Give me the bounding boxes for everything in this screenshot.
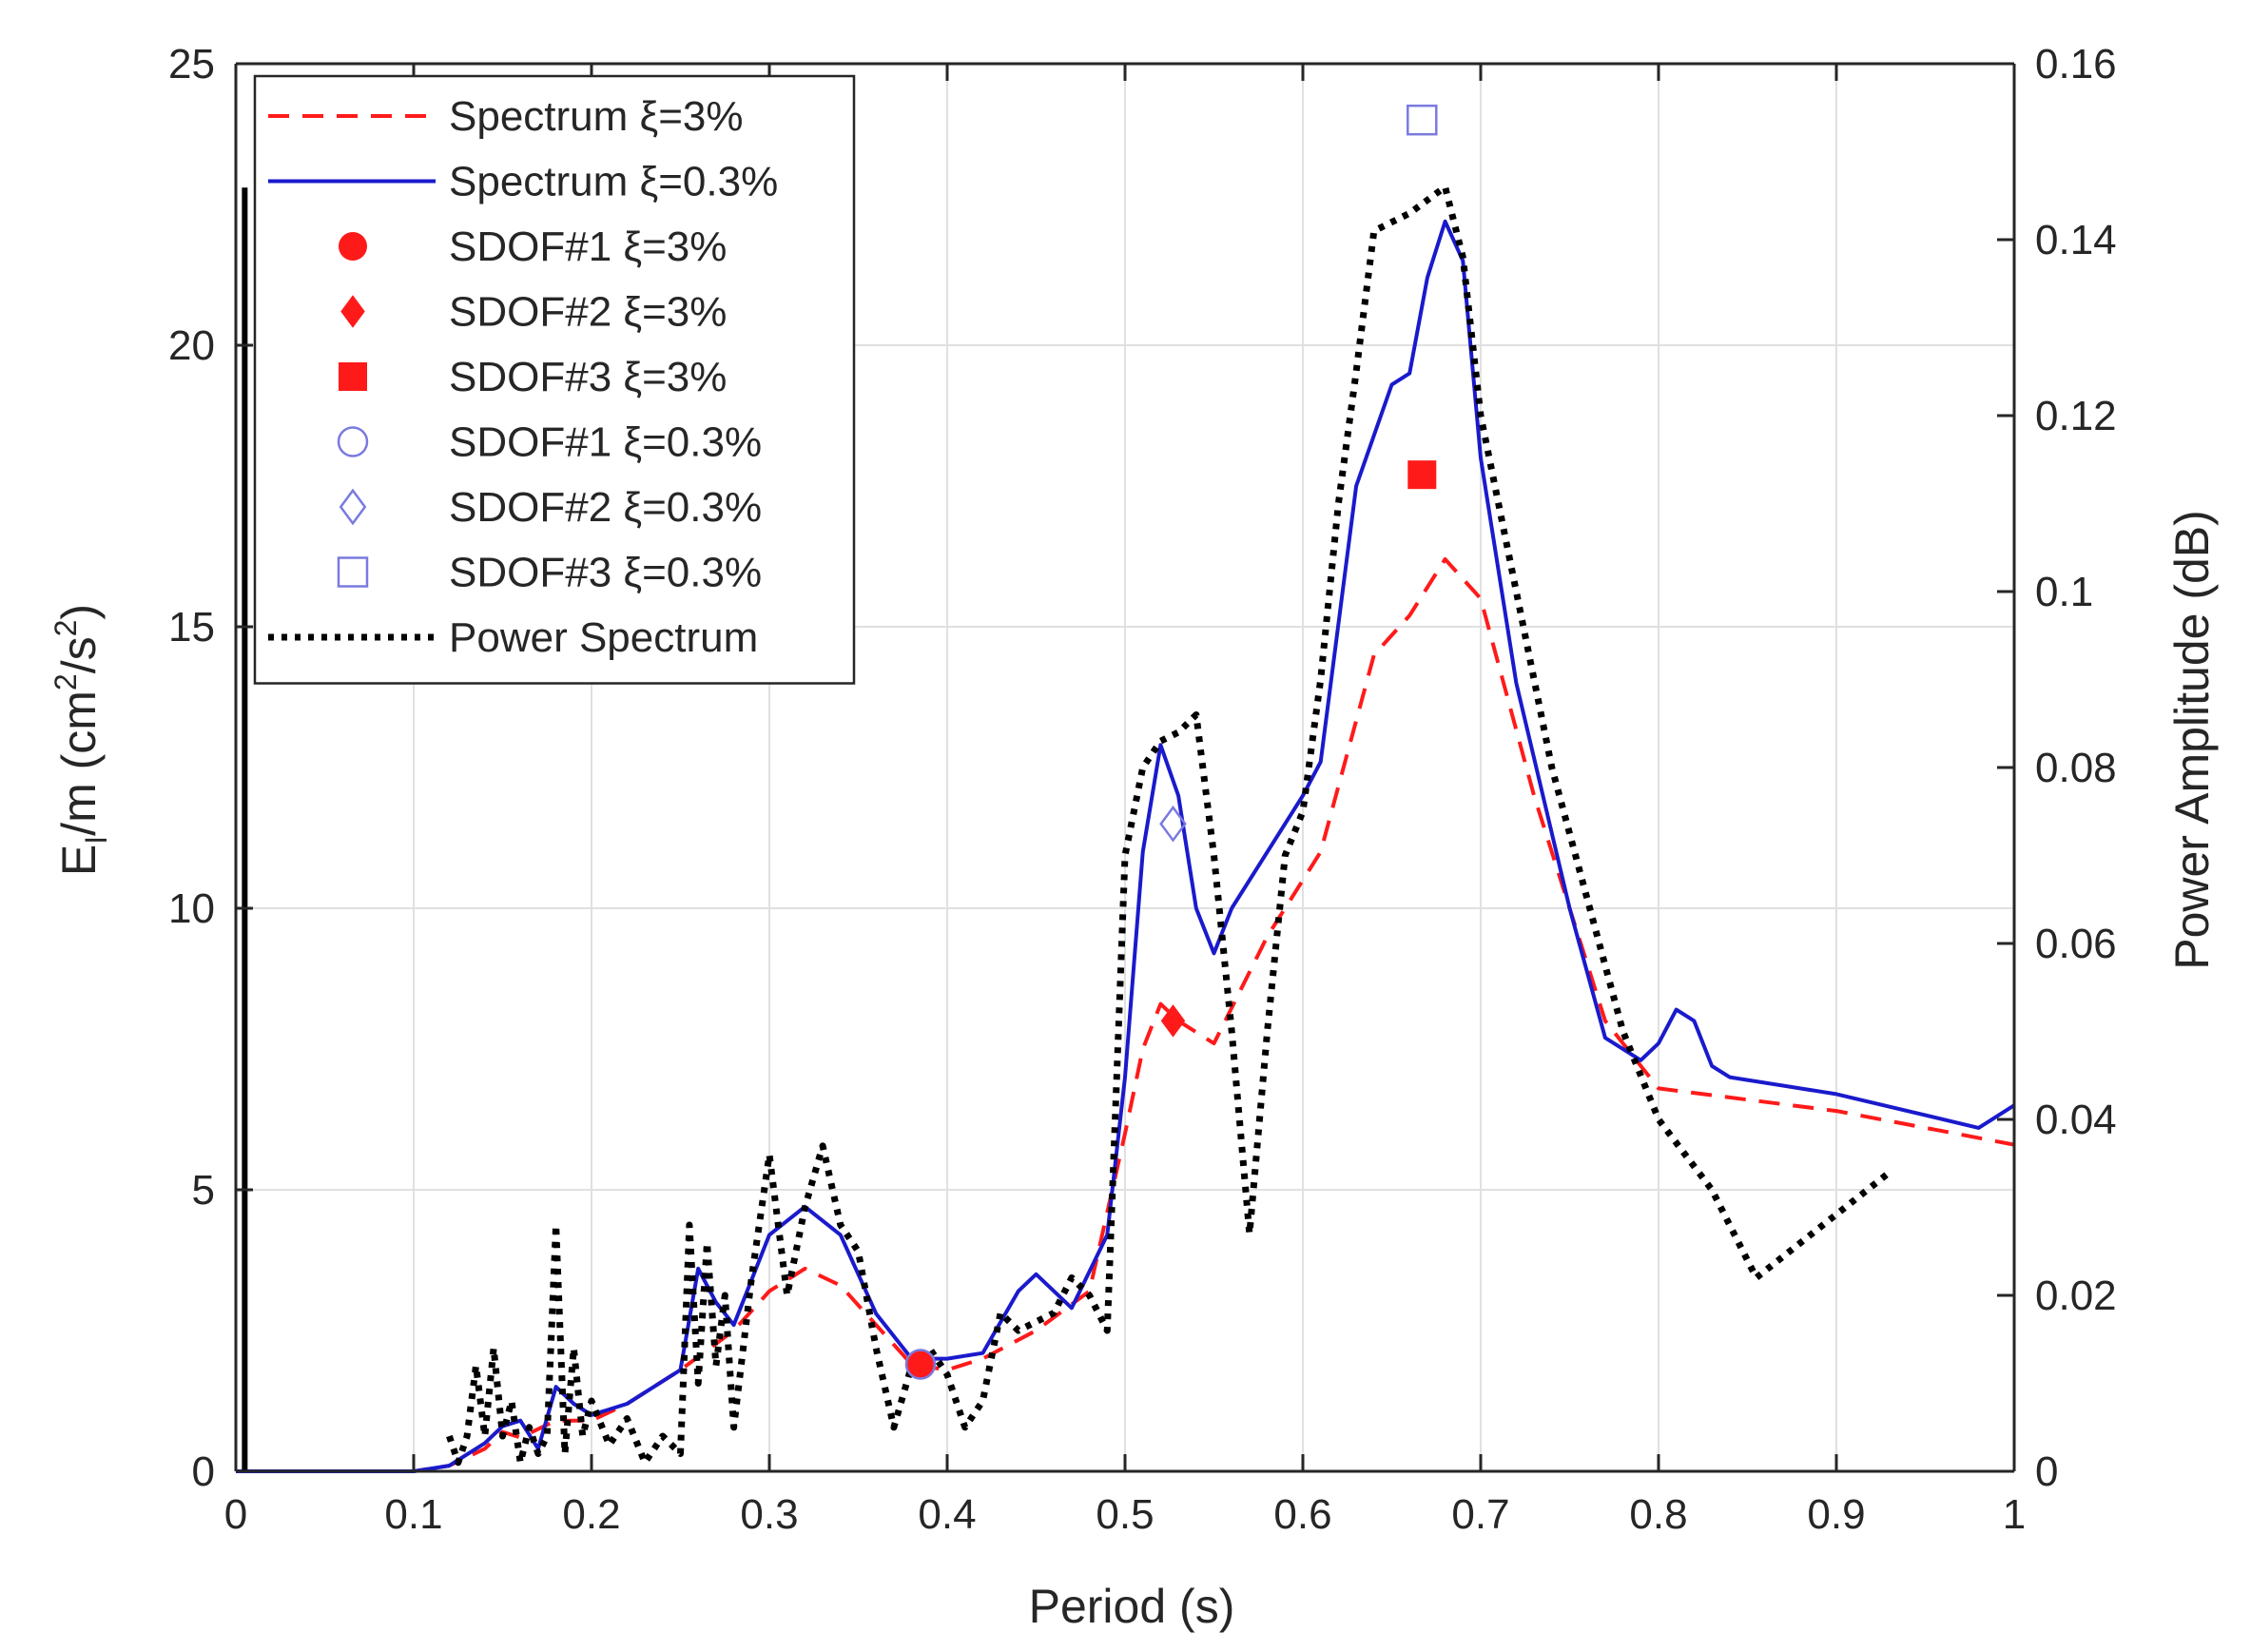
y-right-tick-label: 0.14 (2035, 217, 2117, 263)
x-tick-label: 1 (2003, 1491, 2026, 1538)
y-right-tick-label: 0.16 (2035, 41, 2117, 87)
legend-label-4: SDOF#3 ξ=3% (449, 354, 727, 400)
x-tick-label: 0.5 (1096, 1491, 1154, 1538)
x-tick-label: 0.2 (562, 1491, 620, 1538)
legend-label-0: Spectrum ξ=3% (449, 93, 744, 140)
legend-swatch-7 (337, 556, 369, 588)
x-tick-label: 0.1 (384, 1491, 442, 1538)
y-right-tick-label: 0.06 (2035, 921, 2117, 967)
x-tick-label: 0.6 (1273, 1491, 1331, 1538)
legend-swatch-4 (339, 362, 367, 391)
y-right-tick-label: 0.12 (2035, 393, 2117, 439)
x-tick-label: 0.4 (918, 1491, 976, 1538)
data-marker-3 (904, 1349, 937, 1380)
legend-swatch-3 (340, 295, 365, 328)
y-left-tick-label: 25 (168, 41, 215, 87)
data-marker-0 (905, 1350, 935, 1379)
y-axis-label-right: Power Amplitude (dB) (2165, 510, 2219, 970)
legend-label-7: SDOF#3 ξ=0.3% (449, 550, 762, 596)
series-line-1 (236, 219, 2016, 1473)
ylabel-mid: /m (cm (52, 690, 106, 836)
y-right-tick-label: 0.08 (2035, 745, 2117, 791)
data-markers (904, 104, 1438, 1380)
y-left-tick-label: 5 (192, 1167, 215, 1214)
axes (234, 62, 2016, 1473)
legend-label-5: SDOF#1 ξ=0.3% (449, 419, 762, 466)
series-line-0 (236, 557, 2015, 1473)
ylabel-base: E (52, 845, 106, 876)
y-right-tick-label: 0 (2035, 1448, 2058, 1495)
data-series (236, 184, 2016, 1473)
tick-labels: 0 0.1 0.2 0.3 0.4 0.5 0.6 0.7 0.8 0.9 105101520250… (168, 41, 2117, 1538)
ylabel-sup2: 2 (49, 620, 83, 637)
y-right-tick-label: 0.04 (2035, 1097, 2117, 1143)
legend-label-3: SDOF#2 ξ=3% (449, 289, 727, 336)
legend-swatch-2 (339, 232, 367, 261)
data-marker-1 (1160, 1004, 1186, 1038)
ylabel-sub: I (79, 836, 113, 845)
legend-label-2: SDOF#1 ξ=3% (449, 224, 727, 270)
x-tick-label: 0.8 (1629, 1491, 1687, 1538)
y-right-tick-label: 0.02 (2035, 1273, 2117, 1319)
x-tick-label: 0.3 (740, 1491, 798, 1538)
legend-label-1: Spectrum ξ=0.3% (449, 159, 778, 205)
y-left-tick-label: 10 (168, 885, 215, 932)
y-left-tick-label: 20 (168, 322, 215, 369)
ylabel-sup1: 2 (49, 673, 83, 690)
x-tick-label: 0 (224, 1491, 247, 1538)
y-left-tick-label: 15 (168, 604, 215, 651)
legend-swatch-6 (339, 488, 367, 526)
data-marker-5 (1407, 104, 1438, 136)
legend-swatch-5 (337, 426, 369, 457)
x-tick-label: 0.9 (1807, 1491, 1865, 1538)
data-marker-4 (1159, 805, 1187, 843)
legend: Spectrum ξ=3% Spectrum ξ=0.3% SDOF#1 ξ=3% S… (253, 74, 856, 685)
ylabel-tail: ) (52, 604, 106, 620)
x-tick-label: 0.7 (1451, 1491, 1509, 1538)
y-left-tick-label: 0 (192, 1448, 215, 1495)
legend-label-6: SDOF#2 ξ=0.3% (449, 484, 762, 531)
legend-label-8: Power Spectrum (449, 614, 758, 661)
data-marker-2 (1407, 460, 1437, 490)
y-right-tick-label: 0.1 (2035, 569, 2093, 615)
ylabel-mid2: /s (52, 636, 106, 673)
y-axis-label-left: EI/m (cm2/s2) (49, 604, 113, 876)
series-line-2 (446, 184, 1892, 1467)
x-axis-label: Period (s) (1029, 1580, 1235, 1633)
